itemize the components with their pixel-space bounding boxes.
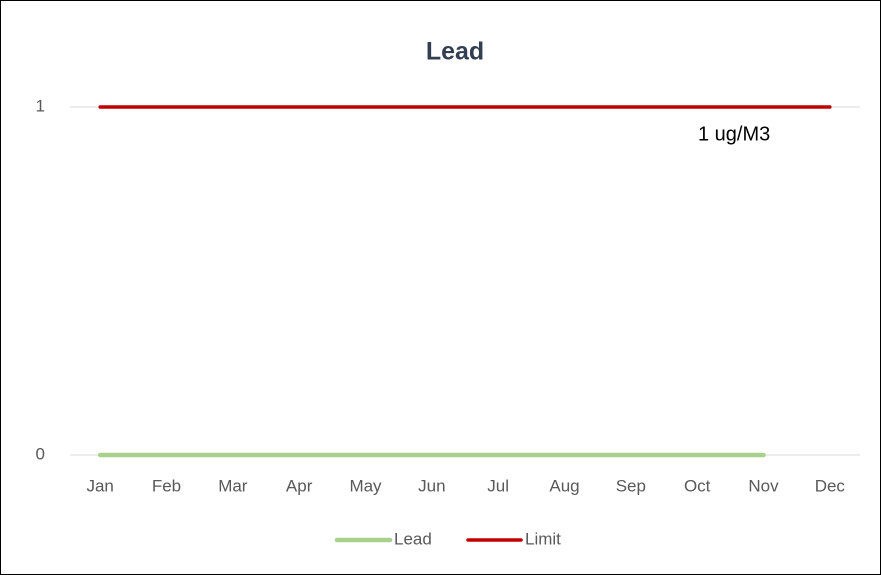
x-tick-label: Apr bbox=[286, 476, 313, 495]
x-tick-label: Oct bbox=[684, 476, 711, 495]
x-tick-label: May bbox=[349, 476, 382, 495]
x-tick-label: Aug bbox=[549, 476, 579, 495]
x-tick-label: Sep bbox=[616, 476, 646, 495]
y-tick-label: 1 bbox=[36, 96, 45, 115]
legend-label: Limit bbox=[525, 529, 561, 548]
x-tick-label: Nov bbox=[748, 476, 779, 495]
x-tick-label: Jan bbox=[86, 476, 113, 495]
chart-title: Lead bbox=[426, 38, 484, 66]
y-tick-label: 0 bbox=[36, 444, 45, 463]
x-tick-label: Jun bbox=[418, 476, 445, 495]
x-tick-label: Feb bbox=[152, 476, 181, 495]
annotation: 1 ug/M3 bbox=[698, 123, 770, 145]
legend-label: Lead bbox=[394, 529, 432, 548]
x-tick-label: Mar bbox=[218, 476, 248, 495]
x-tick-label: Dec bbox=[815, 476, 846, 495]
x-tick-label: Jul bbox=[487, 476, 509, 495]
